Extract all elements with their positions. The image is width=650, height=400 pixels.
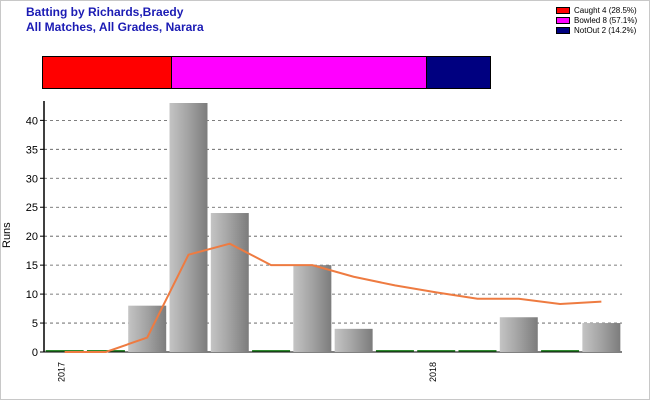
bar — [252, 350, 291, 352]
bar — [45, 350, 84, 352]
bar — [375, 350, 414, 352]
y-tick-label: 5 — [32, 318, 38, 330]
legend-item-notout: NotOut 2 (14.2%) — [556, 25, 637, 35]
y-tick-label: 25 — [26, 202, 38, 214]
dismissal-stacked-bar — [42, 56, 491, 89]
legend-item-bowled: Bowled 8 (57.1%) — [556, 15, 637, 25]
y-tick-label: 30 — [26, 173, 38, 185]
chart-title: Batting by Richards,Braedy — [26, 5, 184, 19]
legend: Caught 4 (28.5%) Bowled 8 (57.1%) NotOut… — [556, 5, 637, 35]
legend-item-caught: Caught 4 (28.5%) — [556, 5, 637, 15]
bar — [417, 350, 456, 352]
legend-label-bowled: Bowled 8 (57.1%) — [574, 15, 638, 25]
bar — [582, 323, 621, 352]
legend-label-caught: Caught 4 (28.5%) — [574, 5, 637, 15]
bar — [458, 350, 497, 352]
bar — [499, 317, 538, 352]
bar — [293, 265, 332, 352]
dismissal-segment-bowled — [170, 57, 427, 88]
chart-subtitle: All Matches, All Grades, Narara — [26, 20, 204, 34]
y-tick-label: 40 — [26, 115, 38, 127]
legend-label-notout: NotOut 2 (14.2%) — [574, 25, 637, 35]
bar — [86, 350, 125, 352]
dismissal-segment-caught — [43, 57, 171, 88]
y-tick-label: 35 — [26, 144, 38, 156]
bar — [210, 213, 249, 352]
legend-swatch-caught — [556, 6, 570, 14]
bar — [169, 103, 208, 352]
average-line — [64, 242, 602, 353]
legend-swatch-notout — [556, 26, 570, 34]
x-tick-label: 2018 — [428, 362, 438, 382]
y-axis-label: Runs — [1, 222, 13, 248]
dismissal-segment-notout — [426, 57, 490, 88]
y-tick-label: 15 — [26, 260, 38, 272]
legend-swatch-bowled — [556, 16, 570, 24]
bar — [334, 328, 373, 352]
y-tick-label: 20 — [26, 231, 38, 243]
x-tick-label: 2017 — [57, 362, 67, 382]
y-tick-label: 0 — [32, 347, 38, 359]
bar — [541, 350, 580, 352]
y-tick-label: 10 — [26, 289, 38, 301]
